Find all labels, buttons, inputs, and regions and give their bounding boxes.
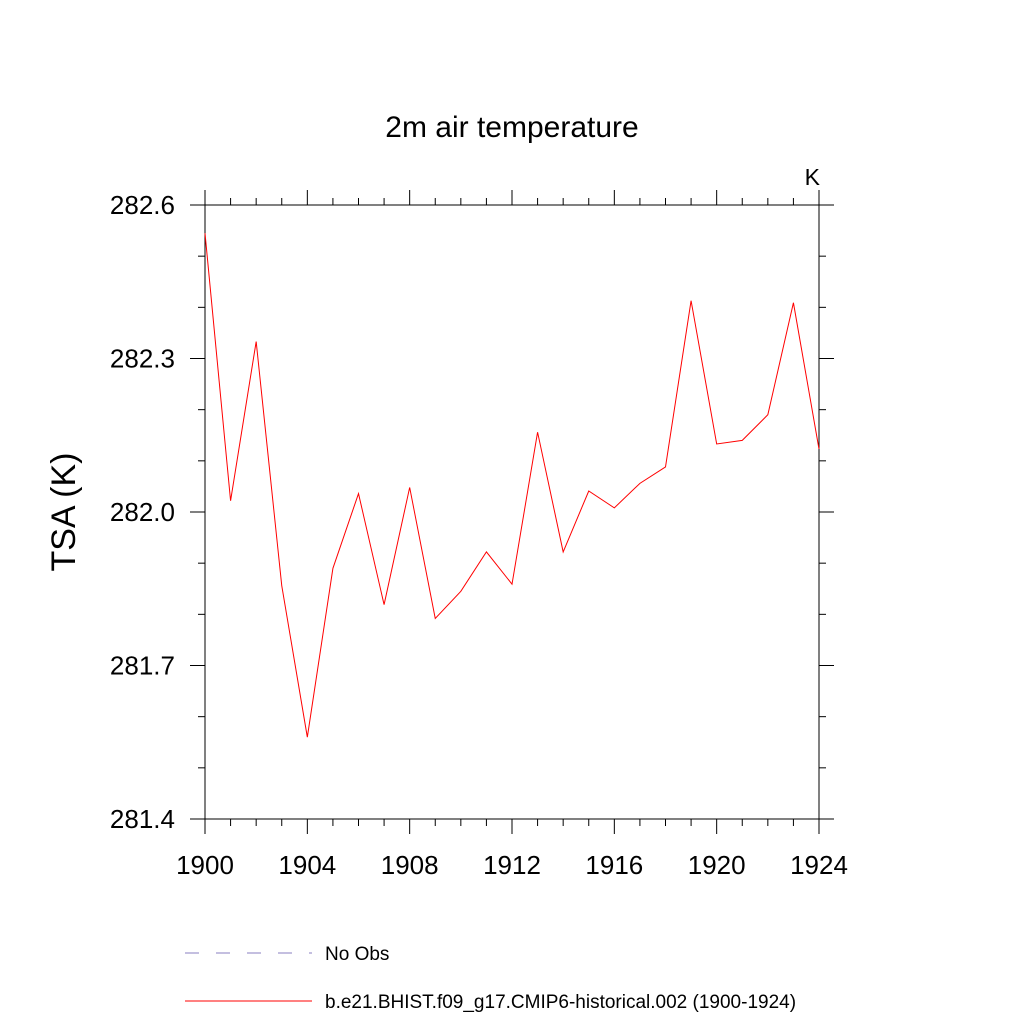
axis-ticks: 1900 1904 1908 1912 1916 1920 1924 281.4 281.7 28… xyxy=(110,190,848,880)
x-tick-label: 1916 xyxy=(585,850,643,880)
x-tick-label: 1920 xyxy=(688,850,746,880)
x-tick-label: 1908 xyxy=(381,850,439,880)
y-tick-label: 282.3 xyxy=(110,344,175,374)
y-tick-label: 281.7 xyxy=(110,651,175,681)
plot-frame xyxy=(204,204,820,820)
y-axis-label: TSA (K) xyxy=(45,452,83,571)
x-tick-label: 1924 xyxy=(790,850,848,880)
legend: No Obs b.e21.BHIST.f09_g17.CMIP6-historic… xyxy=(185,944,796,1013)
series-layer xyxy=(204,233,820,738)
series-line-0 xyxy=(204,233,820,738)
x-tick-label: 1912 xyxy=(483,850,541,880)
x-tick-label: 1900 xyxy=(176,850,234,880)
chart-title: 2m air temperature xyxy=(385,111,638,144)
y-tick-label: 282.0 xyxy=(110,497,175,527)
y-tick-label: 282.6 xyxy=(110,190,175,220)
legend-label: No Obs xyxy=(325,944,389,965)
legend-label: b.e21.BHIST.f09_g17.CMIP6-historical.002… xyxy=(325,992,796,1013)
x-tick-label: 1904 xyxy=(278,850,336,880)
y-tick-label: 281.4 xyxy=(110,804,175,834)
units-label: K xyxy=(805,164,821,190)
